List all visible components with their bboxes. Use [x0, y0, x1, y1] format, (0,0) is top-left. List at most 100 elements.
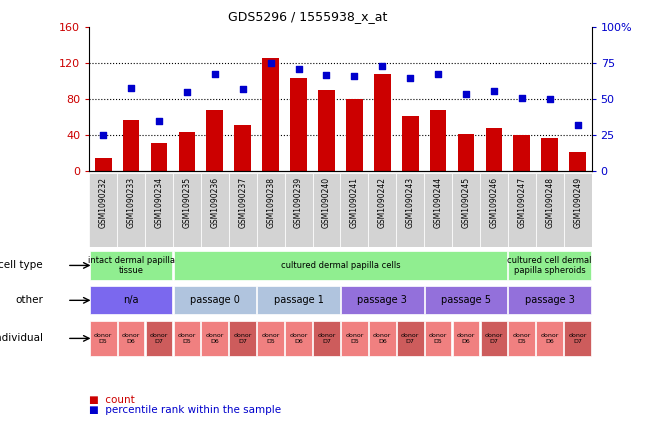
- Text: GSM1090244: GSM1090244: [434, 177, 443, 228]
- Text: donor
D5: donor D5: [94, 333, 112, 344]
- Bar: [425, 286, 507, 314]
- Text: individual: individual: [0, 333, 43, 343]
- Bar: [346, 99, 363, 171]
- Text: GSM1090241: GSM1090241: [350, 177, 359, 228]
- Text: n/a: n/a: [124, 295, 139, 305]
- Point: [405, 74, 416, 81]
- Bar: [202, 321, 228, 356]
- Text: GSM1090236: GSM1090236: [210, 177, 219, 228]
- Text: donor
D6: donor D6: [373, 333, 391, 344]
- Text: donor
D7: donor D7: [233, 333, 252, 344]
- Text: GSM1090246: GSM1090246: [489, 177, 498, 228]
- Text: donor
D7: donor D7: [401, 333, 419, 344]
- Point: [349, 73, 360, 80]
- Text: donor
D5: donor D5: [513, 333, 531, 344]
- Bar: [368, 173, 396, 247]
- Bar: [290, 78, 307, 171]
- Text: GSM1090247: GSM1090247: [518, 177, 526, 228]
- Text: passage 5: passage 5: [441, 295, 491, 305]
- Point: [433, 70, 444, 77]
- Bar: [206, 110, 223, 171]
- Bar: [90, 321, 116, 356]
- Bar: [453, 321, 479, 356]
- Bar: [151, 143, 167, 171]
- Bar: [123, 120, 139, 171]
- Bar: [174, 286, 256, 314]
- Bar: [201, 173, 229, 247]
- Bar: [424, 173, 452, 247]
- Point: [321, 71, 332, 78]
- Text: donor
D6: donor D6: [541, 333, 559, 344]
- Text: GSM1090239: GSM1090239: [294, 177, 303, 228]
- Point: [572, 122, 583, 129]
- Text: donor
D5: donor D5: [178, 333, 196, 344]
- Bar: [118, 321, 145, 356]
- Bar: [536, 173, 564, 247]
- Text: GSM1090242: GSM1090242: [378, 177, 387, 228]
- Text: GSM1090237: GSM1090237: [238, 177, 247, 228]
- Bar: [117, 173, 145, 247]
- Text: passage 1: passage 1: [274, 295, 323, 305]
- Bar: [285, 173, 313, 247]
- Text: GSM1090232: GSM1090232: [98, 177, 108, 228]
- Bar: [508, 286, 591, 314]
- Bar: [174, 321, 200, 356]
- Text: donor
D5: donor D5: [345, 333, 364, 344]
- Bar: [480, 173, 508, 247]
- Text: donor
D7: donor D7: [568, 333, 587, 344]
- Point: [210, 70, 220, 77]
- Text: GSM1090235: GSM1090235: [182, 177, 192, 228]
- Bar: [313, 321, 340, 356]
- Bar: [341, 286, 424, 314]
- Bar: [564, 321, 591, 356]
- Bar: [229, 321, 256, 356]
- Bar: [257, 321, 284, 356]
- Text: GSM1090249: GSM1090249: [573, 177, 582, 228]
- Point: [126, 85, 136, 91]
- Bar: [457, 134, 475, 171]
- Bar: [481, 321, 507, 356]
- Bar: [397, 321, 424, 356]
- Point: [154, 118, 165, 124]
- Bar: [256, 173, 285, 247]
- Bar: [396, 173, 424, 247]
- Bar: [235, 125, 251, 171]
- Bar: [174, 250, 507, 280]
- Text: donor
D5: donor D5: [429, 333, 447, 344]
- Bar: [564, 173, 592, 247]
- Bar: [89, 173, 117, 247]
- Text: donor
D6: donor D6: [290, 333, 308, 344]
- Point: [237, 86, 248, 93]
- Point: [545, 96, 555, 103]
- Point: [461, 90, 471, 97]
- Bar: [541, 138, 558, 171]
- Text: cell type: cell type: [0, 261, 43, 270]
- Text: GSM1090248: GSM1090248: [545, 177, 554, 228]
- Bar: [145, 173, 173, 247]
- Bar: [508, 173, 536, 247]
- Bar: [402, 115, 418, 171]
- Point: [293, 66, 304, 73]
- Bar: [145, 321, 173, 356]
- Text: GSM1090245: GSM1090245: [461, 177, 471, 228]
- Bar: [341, 321, 368, 356]
- Text: intact dermal papilla
tissue: intact dermal papilla tissue: [88, 256, 175, 275]
- Text: cultured cell dermal
papilla spheroids: cultured cell dermal papilla spheroids: [508, 256, 592, 275]
- Text: GSM1090240: GSM1090240: [322, 177, 331, 228]
- Bar: [318, 91, 335, 171]
- Text: passage 3: passage 3: [525, 295, 574, 305]
- Bar: [425, 321, 451, 356]
- Text: GSM1090238: GSM1090238: [266, 177, 275, 228]
- Bar: [95, 158, 112, 171]
- Bar: [430, 110, 446, 171]
- Point: [265, 60, 276, 67]
- Point: [488, 88, 499, 94]
- Text: donor
D6: donor D6: [122, 333, 140, 344]
- Text: passage 3: passage 3: [358, 295, 407, 305]
- Bar: [285, 321, 312, 356]
- Bar: [374, 74, 391, 171]
- Text: donor
D6: donor D6: [206, 333, 224, 344]
- Point: [98, 132, 108, 139]
- Text: donor
D7: donor D7: [150, 333, 168, 344]
- Bar: [262, 58, 279, 171]
